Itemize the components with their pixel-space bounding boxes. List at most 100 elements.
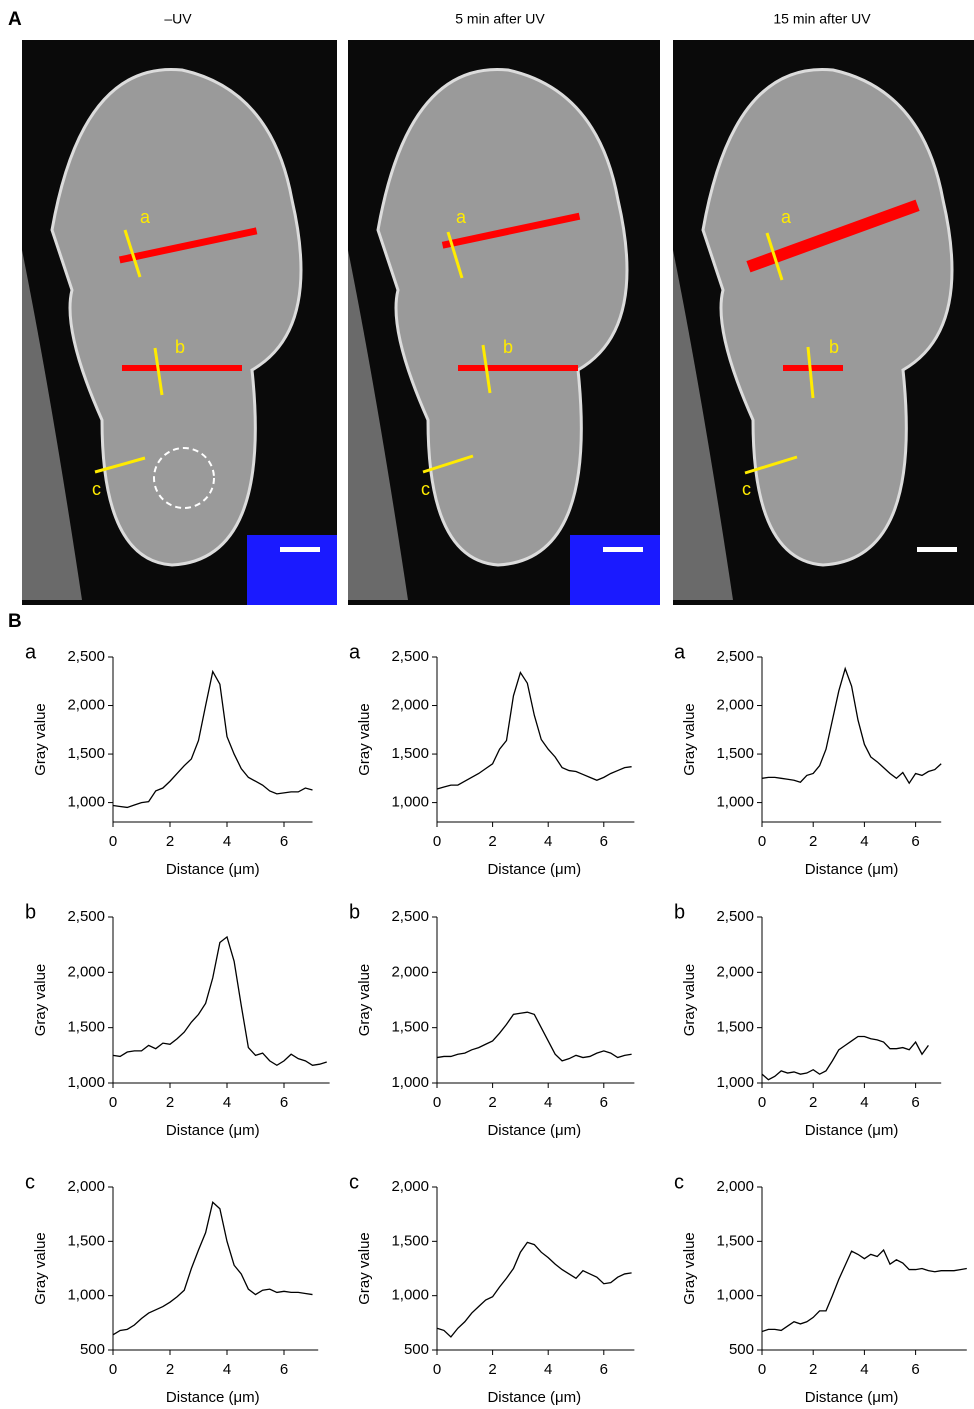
y-axis-label: Gray value bbox=[356, 703, 373, 776]
x-tick-label: 4 bbox=[544, 1361, 552, 1378]
red-streak bbox=[746, 199, 920, 273]
data-line bbox=[112, 1200, 313, 1336]
column-title: 15 min after UV bbox=[773, 11, 871, 27]
profile-line bbox=[153, 347, 164, 396]
y-tick-label: 500 bbox=[80, 1341, 105, 1358]
x-tick-label: 4 bbox=[860, 1094, 868, 1111]
y-tick-label: 2,000 bbox=[716, 696, 754, 713]
y-tick-label: 500 bbox=[404, 1341, 429, 1358]
x-tick-label: 2 bbox=[809, 1361, 817, 1378]
x-tick-label: 4 bbox=[544, 1094, 552, 1111]
x-tick-label: 2 bbox=[166, 1094, 174, 1111]
x-tick-label: 2 bbox=[488, 1361, 496, 1378]
x-tick-label: 6 bbox=[911, 1361, 919, 1378]
x-axis-label: Distance (μm) bbox=[487, 1389, 581, 1406]
x-tick-label: 6 bbox=[600, 833, 608, 850]
x-axis-label: Distance (μm) bbox=[805, 1389, 899, 1406]
y-tick-label: 1,500 bbox=[716, 745, 754, 762]
data-line bbox=[761, 666, 942, 785]
cell bbox=[50, 67, 303, 567]
chart-title: b bbox=[25, 901, 36, 923]
x-tick-label: 6 bbox=[280, 1094, 288, 1111]
y-tick-label: 2,500 bbox=[391, 908, 429, 925]
profile-label: a bbox=[456, 207, 467, 227]
x-tick-label: 0 bbox=[758, 1361, 766, 1378]
y-axis-label: Gray value bbox=[356, 1232, 373, 1305]
y-tick-label: 1,000 bbox=[67, 1287, 105, 1304]
profile-line bbox=[123, 229, 142, 278]
y-tick-label: 2,500 bbox=[67, 648, 105, 665]
x-axis-label: Distance (μm) bbox=[805, 1122, 899, 1139]
chart-title: c bbox=[349, 1171, 359, 1193]
profile-label: a bbox=[781, 207, 792, 227]
y-tick-label: 2,000 bbox=[391, 696, 429, 713]
scale-bar bbox=[603, 547, 643, 552]
x-tick-label: 4 bbox=[860, 833, 868, 850]
y-tick-label: 1,500 bbox=[716, 1019, 754, 1036]
y-tick-label: 1,500 bbox=[391, 745, 429, 762]
chart-title: b bbox=[349, 901, 360, 923]
y-tick-label: 1,500 bbox=[391, 1232, 429, 1249]
y-tick-label: 2,000 bbox=[716, 1178, 754, 1195]
y-tick-label: 2,500 bbox=[716, 648, 754, 665]
x-axis-label: Distance (μm) bbox=[487, 861, 581, 878]
y-tick-label: 2,000 bbox=[391, 963, 429, 980]
y-tick-label: 2,000 bbox=[67, 963, 105, 980]
y-axis-label: Gray value bbox=[681, 1232, 698, 1305]
y-tick-label: 1,000 bbox=[67, 794, 105, 811]
cell-back bbox=[348, 250, 408, 600]
y-axis-label: Gray value bbox=[681, 964, 698, 1037]
profile-label: b bbox=[175, 337, 185, 357]
x-axis-label: Distance (μm) bbox=[166, 1389, 260, 1406]
y-tick-label: 2,000 bbox=[716, 963, 754, 980]
x-tick-label: 0 bbox=[433, 1094, 441, 1111]
profile-label: b bbox=[503, 337, 513, 357]
y-tick-label: 2,500 bbox=[391, 648, 429, 665]
y-tick-label: 1,000 bbox=[391, 1287, 429, 1304]
y-tick-label: 1,000 bbox=[391, 1074, 429, 1091]
x-tick-label: 0 bbox=[109, 833, 117, 850]
data-line bbox=[761, 1248, 967, 1333]
chart-title: a bbox=[349, 641, 361, 663]
x-tick-label: 2 bbox=[488, 833, 496, 850]
x-tick-label: 0 bbox=[758, 833, 766, 850]
x-tick-label: 6 bbox=[911, 833, 919, 850]
scale-bar bbox=[280, 547, 320, 552]
y-axis-label: Gray value bbox=[681, 703, 698, 776]
chart-title: a bbox=[674, 641, 686, 663]
red-streak bbox=[458, 365, 578, 371]
cell-back bbox=[673, 250, 733, 600]
chart-title: a bbox=[25, 641, 37, 663]
profile-label: b bbox=[829, 337, 839, 357]
profile-label: c bbox=[421, 479, 430, 499]
x-axis-label: Distance (μm) bbox=[805, 861, 899, 878]
profile-line bbox=[806, 346, 815, 399]
micrographs: a b c a b c a b c bbox=[22, 40, 974, 605]
blue-noise bbox=[247, 535, 337, 605]
x-tick-label: 6 bbox=[911, 1094, 919, 1111]
roi bbox=[153, 447, 215, 509]
y-tick-label: 1,500 bbox=[67, 1019, 105, 1036]
profile-line bbox=[94, 456, 146, 474]
cell bbox=[701, 67, 954, 567]
scale-bar bbox=[917, 547, 957, 552]
panel-letter: B bbox=[8, 611, 22, 632]
cell-back bbox=[22, 250, 82, 600]
x-axis-label: Distance (μm) bbox=[487, 1122, 581, 1139]
profile-line bbox=[765, 232, 784, 281]
x-tick-label: 2 bbox=[809, 1094, 817, 1111]
y-tick-label: 1,000 bbox=[716, 1287, 754, 1304]
x-tick-label: 0 bbox=[109, 1361, 117, 1378]
x-axis-label: Distance (μm) bbox=[166, 1122, 260, 1139]
y-tick-label: 1,000 bbox=[716, 794, 754, 811]
x-tick-label: 6 bbox=[600, 1361, 608, 1378]
x-tick-label: 4 bbox=[860, 1361, 868, 1378]
x-tick-label: 4 bbox=[544, 833, 552, 850]
x-tick-label: 0 bbox=[109, 1094, 117, 1111]
y-axis-label: Gray value bbox=[32, 964, 49, 1037]
x-tick-label: 4 bbox=[223, 1094, 231, 1111]
red-streak bbox=[122, 365, 242, 371]
data-line bbox=[761, 1035, 929, 1081]
profile-label: c bbox=[742, 479, 751, 499]
